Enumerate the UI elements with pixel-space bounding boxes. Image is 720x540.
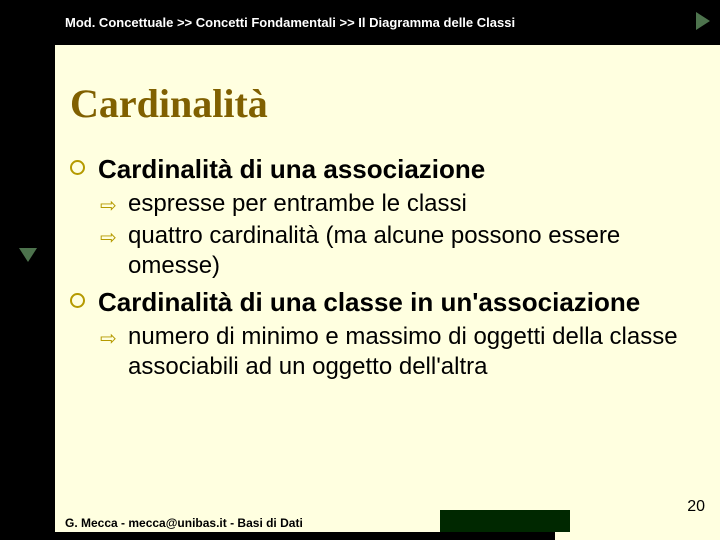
breadcrumb: Mod. Concettuale >> Concetti Fondamental… xyxy=(65,15,515,30)
sub-bullet: ⇨ numero di minimo e massimo di oggetti … xyxy=(70,322,690,382)
footer-text: G. Mecca - mecca@unibas.it - Basi di Dat… xyxy=(65,516,303,530)
arrow-bullet-icon: ⇨ xyxy=(100,226,117,251)
main-bullet: Cardinalità di una classe in un'associaz… xyxy=(70,287,690,318)
content-area: Cardinalità di una associazione ⇨ espres… xyxy=(70,148,690,384)
bottom-black-bar xyxy=(55,532,555,540)
sub-bullet-text: quattro cardinalità (ma alcune possono e… xyxy=(128,222,620,279)
nav-down-icon[interactable] xyxy=(19,248,37,262)
top-bar: Mod. Concettuale >> Concetti Fondamental… xyxy=(0,0,720,45)
main-bullet: Cardinalità di una associazione xyxy=(70,154,690,185)
sub-bullet-text: numero di minimo e massimo di oggetti de… xyxy=(128,323,678,380)
arrow-bullet-icon: ⇨ xyxy=(100,327,117,352)
main-bullet-text: Cardinalità di una classe in un'associaz… xyxy=(98,287,640,317)
circle-bullet-icon xyxy=(70,293,85,308)
bottom-green-block xyxy=(440,510,570,532)
page-number: 20 xyxy=(687,498,705,516)
slide-title: Cardinalità xyxy=(70,80,268,127)
sub-bullet: ⇨ espresse per entrambe le classi xyxy=(70,189,690,219)
nav-right-icon[interactable] xyxy=(696,12,710,30)
sub-bullet-text: espresse per entrambe le classi xyxy=(128,190,467,217)
side-bar xyxy=(0,0,55,540)
sub-bullet: ⇨ quattro cardinalità (ma alcune possono… xyxy=(70,221,690,281)
circle-bullet-icon xyxy=(70,160,85,175)
arrow-bullet-icon: ⇨ xyxy=(100,194,117,219)
main-bullet-text: Cardinalità di una associazione xyxy=(98,154,485,184)
